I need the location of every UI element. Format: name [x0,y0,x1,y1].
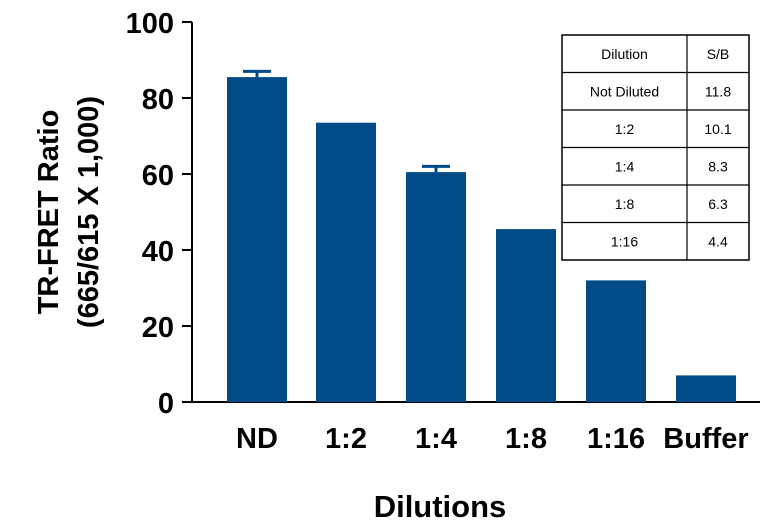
table-cell: 11.8 [705,83,731,99]
y-ticks: 0 20 40 60 80 100 [126,8,192,420]
bar [406,172,466,402]
x-axis-title: Dilutions [374,489,507,524]
table-header-cell: S/B [707,46,730,62]
bar [586,280,646,402]
bar [676,375,736,402]
table-cell: Not Diluted [590,83,659,99]
x-tick-label: Buffer [663,423,748,455]
y-tick-label: 40 [142,236,174,268]
x-tick-label: ND [236,423,278,455]
y-tick-label: 100 [126,8,174,40]
x-tick-label: 1:4 [415,423,457,455]
x-ticks: ND 1:2 1:4 1:8 1:16 Buffer [236,423,749,455]
bar [227,77,287,402]
table-cell: 6.3 [708,196,728,212]
table-cell: 10.1 [704,121,731,137]
bars [227,69,736,402]
y-tick-label: 20 [142,312,174,344]
x-tick-label: 1:8 [505,423,547,455]
table-header-cell: Dilution [601,46,648,62]
y-tick-label: 0 [158,388,174,420]
table-cell: 1:4 [615,158,635,174]
table-cell: 1:2 [615,121,635,137]
y-tick-label: 60 [142,160,174,192]
y-axis-title-line1: TR-FRET Ratio [33,110,65,315]
x-tick-label: 1:16 [587,423,645,455]
y-axis-title-line2: (665/615 X 1,000) [73,96,105,328]
bar [316,122,376,402]
table-cell: 1:16 [611,233,638,249]
table-cell: 4.4 [708,233,728,249]
inset-table: Dilution S/B Not Diluted 11.8 1:2 10.1 1:4 8.3 1… [561,34,750,261]
table-cell: 8.3 [708,158,728,174]
x-tick-label: 1:2 [325,423,367,455]
table-cell: 1:8 [615,196,635,212]
y-tick-label: 80 [142,84,174,116]
bar [496,229,556,402]
